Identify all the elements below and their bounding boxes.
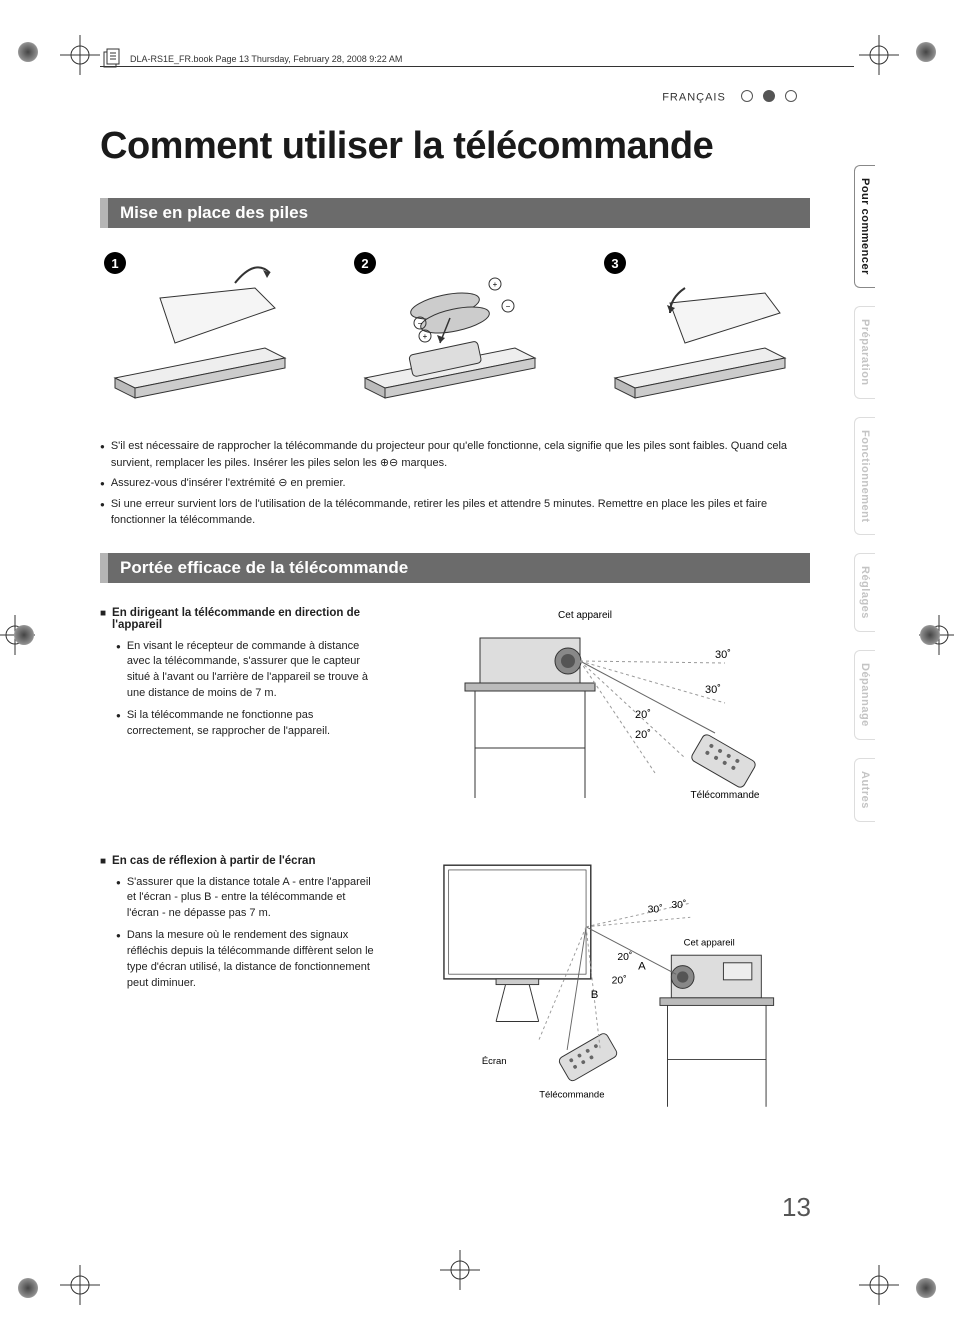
svg-text:20˚: 20˚ xyxy=(635,729,651,741)
page-number: 13 xyxy=(782,1192,811,1223)
crop-mark-tr xyxy=(859,35,899,75)
svg-text:20˚: 20˚ xyxy=(617,950,632,962)
section-heading-batteries: Mise en place des piles xyxy=(100,198,810,228)
crop-mark-bottom-mid xyxy=(440,1250,480,1290)
svg-text:20˚: 20˚ xyxy=(635,709,651,721)
tab-settings[interactable]: Réglages xyxy=(854,553,875,632)
svg-text:A: A xyxy=(638,960,646,972)
note-item: S'il est nécessaire de rapprocher la tél… xyxy=(100,438,810,471)
step-number: 2 xyxy=(354,252,376,274)
lang-dot-active xyxy=(763,90,775,102)
crop-mark-bl xyxy=(60,1265,100,1305)
label-screen: Écran xyxy=(482,1056,507,1067)
page-title: Comment utiliser la télécommande xyxy=(100,125,810,168)
list-item: Dans la mesure où le rendement des signa… xyxy=(116,928,380,992)
registration-dot xyxy=(916,42,936,62)
label-device: Cet appareil xyxy=(558,610,612,621)
registration-dot xyxy=(18,1278,38,1298)
crop-mark-tl xyxy=(60,35,100,75)
battery-notes: S'il est nécessaire de rapprocher la tél… xyxy=(100,438,810,529)
tab-others[interactable]: Autres xyxy=(854,758,875,822)
battery-illustration-2: − + − + xyxy=(350,258,560,408)
svg-text:30˚: 30˚ xyxy=(671,898,686,910)
registration-dot xyxy=(18,42,38,62)
svg-text:30˚: 30˚ xyxy=(648,903,663,915)
svg-text:−: − xyxy=(418,319,423,328)
tab-preparation[interactable]: Préparation xyxy=(854,306,875,399)
step-number: 3 xyxy=(604,252,626,274)
language-indicator: FRANÇAIS xyxy=(100,90,810,105)
battery-illustration-3 xyxy=(600,258,810,408)
list-item: En visant le récepteur de commande à dis… xyxy=(116,639,380,703)
subheading-reflection: En cas de réflexion à partir de l'écran xyxy=(100,855,380,867)
tab-getting-started[interactable]: Pour commencer xyxy=(854,165,875,288)
svg-text:+: + xyxy=(493,280,498,289)
battery-step-3: 3 xyxy=(600,258,810,413)
battery-step-1: 1 xyxy=(100,258,310,413)
side-nav-tabs: Pour commencer Préparation Fonctionnemen… xyxy=(854,165,884,840)
lang-dot xyxy=(785,90,797,102)
lang-dot xyxy=(741,90,753,102)
list-item: Si la télécommande ne fonctionne pas cor… xyxy=(116,708,380,740)
label-remote: Télécommande xyxy=(539,1089,604,1100)
label-device: Cet appareil xyxy=(684,937,735,948)
subheading-direct: En dirigeant la télécommande en directio… xyxy=(100,607,380,631)
range-direct-block: En dirigeant la télécommande en directio… xyxy=(100,603,810,823)
list-item: S'assurer que la distance totale A - ent… xyxy=(116,875,380,923)
tab-operation[interactable]: Fonctionnement xyxy=(854,417,875,536)
svg-text:B: B xyxy=(591,988,599,1000)
tab-troubleshoot[interactable]: Dépannage xyxy=(854,650,875,740)
note-item: Assurez-vous d'insérer l'extrémité ⊖ en … xyxy=(100,475,810,492)
battery-step-2: 2 − + − + xyxy=(350,258,560,413)
section-heading-range: Portée efficace de la télécommande xyxy=(100,553,810,583)
range-reflection-block: En cas de réflexion à partir de l'écran … xyxy=(100,851,810,1126)
battery-steps: 1 2 xyxy=(100,258,810,413)
svg-text:30˚: 30˚ xyxy=(715,649,731,661)
registration-dot xyxy=(920,625,940,645)
range-diagram-reflection: Écran Cet appareil xyxy=(425,851,785,1126)
label-remote: Télécommande xyxy=(691,790,760,801)
header-filename: DLA-RS1E_FR.book Page 13 Thursday, Febru… xyxy=(130,54,402,64)
svg-text:−: − xyxy=(506,302,511,311)
step-number: 1 xyxy=(104,252,126,274)
range-diagram-direct: Cet appareil Télécommande xyxy=(425,603,785,823)
registration-dot xyxy=(14,625,34,645)
svg-text:30˚: 30˚ xyxy=(705,684,721,696)
registration-dot xyxy=(916,1278,936,1298)
svg-text:+: + xyxy=(423,332,428,341)
language-label: FRANÇAIS xyxy=(662,91,726,103)
battery-illustration-1 xyxy=(100,258,310,408)
page-content: FRANÇAIS Comment utiliser la télécommand… xyxy=(100,90,810,1125)
crop-mark-br xyxy=(859,1265,899,1305)
note-item: Si une erreur survient lors de l'utilisa… xyxy=(100,496,810,529)
print-header: DLA-RS1E_FR.book Page 13 Thursday, Febru… xyxy=(100,54,854,67)
svg-text:20˚: 20˚ xyxy=(612,974,627,986)
